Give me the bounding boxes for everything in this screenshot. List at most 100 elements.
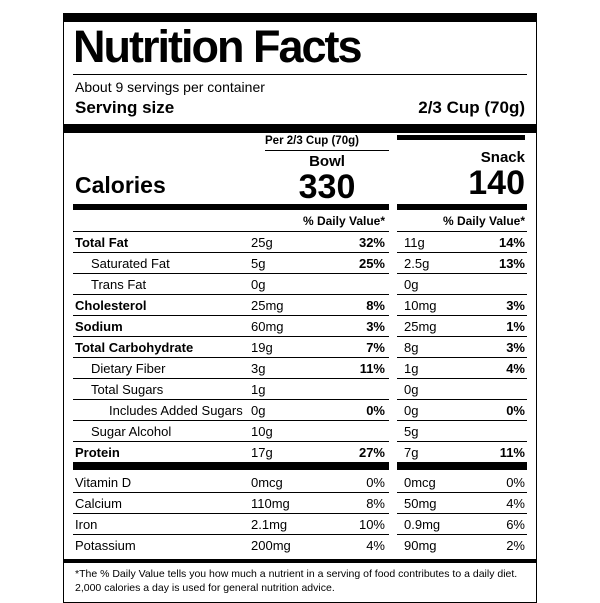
bowl-amount: 200mg (251, 538, 291, 554)
serving-size-value: 2/3 Cup (70g) (418, 97, 525, 117)
serving-size-label: Serving size (75, 97, 175, 117)
bowl-amount: 0g (251, 277, 266, 293)
bowl-daily-value: 10% (358, 517, 385, 533)
nutrient-row: Dietary Fiber 3g 11% 1g 4% (73, 358, 527, 380)
nutrient-row: Total Carbohydrate 19g 7% 8g 3% (73, 337, 527, 359)
bowl-amount: 17g (251, 445, 273, 461)
snack-daily-value: 4% (506, 496, 525, 512)
nutrient-name: Total Carbohydrate (75, 340, 194, 356)
bowl-daily-value: 0% (366, 475, 385, 491)
nutrient-name: Saturated Fat (91, 256, 170, 272)
nutrient-name: Calcium (75, 496, 122, 512)
snack-daily-value: 6% (506, 517, 525, 533)
snack-daily-value: 14% (498, 235, 525, 251)
snack-daily-value: 11% (499, 445, 525, 461)
nutrient-name: Sodium (75, 319, 123, 335)
bowl-daily-value: 32% (358, 235, 385, 251)
bowl-daily-value: 0% (366, 403, 385, 419)
snack-amount: 2.5g (404, 256, 430, 272)
bowl-column-name: Bowl (309, 152, 345, 170)
bowl-daily-value: 3% (366, 319, 385, 335)
snack-daily-value: 3% (506, 340, 525, 356)
bowl-daily-value: 27% (358, 445, 385, 461)
bowl-amount: 1g (251, 382, 266, 398)
snack-amount: 90mg (404, 538, 437, 554)
nutrient-name: Dietary Fiber (91, 361, 166, 377)
nutrient-rows: Total Fat 25g 32% 11g 14% Saturated Fat 5g 25% 2… (73, 232, 527, 462)
title-divider (73, 73, 527, 75)
bowl-amount: 25mg (251, 298, 284, 314)
footnote-divider-bar (64, 559, 536, 564)
snack-amount: 8g (404, 340, 419, 356)
nutrient-row: Sugar Alcohol 10g 5g (73, 421, 527, 443)
snack-amount: 0g (404, 277, 419, 293)
bowl-column: Per 2/3 Cup (70g) Bowl 330 (265, 135, 389, 205)
calories-left-segment: Calories Per 2/3 Cup (70g) Bowl 330 (73, 135, 389, 205)
bowl-daily-value: 11% (359, 361, 385, 377)
nutrient-name: Cholesterol (75, 298, 147, 314)
top-black-bar (64, 14, 536, 22)
bowl-daily-value: 8% (366, 496, 385, 512)
snack-daily-value: 4% (506, 361, 525, 377)
nutrient-row: Total Fat 25g 32% 11g 14% (73, 232, 527, 254)
snack-amount: 10mg (404, 298, 437, 314)
bowl-daily-value: 8% (366, 298, 385, 314)
nutrient-name: Total Fat (75, 235, 129, 251)
snack-amount: 7g (404, 445, 419, 461)
column-gap (389, 135, 397, 205)
nutrient-row: Trans Fat 0g 0g (73, 274, 527, 296)
snack-column-name: Snack (480, 148, 525, 166)
nutrient-row: Protein 17g 27% 7g 11% (73, 442, 527, 462)
snack-amount: 1g (404, 361, 419, 377)
bowl-daily-value: 25% (358, 256, 385, 272)
bowl-amount: 19g (251, 340, 273, 356)
bowl-amount: 0g (251, 403, 266, 419)
snack-amount: 0g (404, 403, 419, 419)
nutrient-name: Potassium (75, 538, 136, 554)
bowl-daily-value-header: % Daily Value* (73, 210, 389, 233)
snack-amount: 0mcg (404, 475, 436, 491)
snack-amount: 0.9mg (404, 517, 441, 533)
nutrient-row: Includes Added Sugars 0g 0% 0g 0% (73, 400, 527, 422)
snack-calories-value: 140 (468, 163, 525, 202)
vitamin-row: Potassium 200mg 4% 90mg 2% (73, 535, 527, 555)
nutrient-row: Total Sugars 1g 0g (73, 379, 527, 401)
snack-daily-value: 1% (506, 319, 525, 335)
vitamin-row: Calcium 110mg 8% 50mg 4% (73, 493, 527, 515)
footnote: *The % Daily Value tells you how much a … (75, 568, 518, 594)
snack-daily-value: 0% (506, 475, 525, 491)
bowl-amount: 110mg (251, 496, 290, 512)
daily-value-header-row: % Daily Value* % Daily Value* (73, 210, 527, 233)
calories-divider-bar (73, 204, 527, 211)
snack-column: Snack 140 (397, 134, 527, 205)
snack-daily-value: 0% (506, 403, 525, 419)
calories-label: Calories (75, 172, 166, 199)
snack-daily-value: 2% (506, 538, 525, 554)
snack-amount: 5g (404, 424, 419, 440)
bowl-amount: 10g (251, 424, 273, 440)
nutrient-name: Includes Added Sugars (109, 403, 243, 419)
nutrient-row: Cholesterol 25mg 8% 10mg 3% (73, 295, 527, 317)
snack-amount: 50mg (404, 496, 437, 512)
nutrient-name: Trans Fat (91, 277, 147, 293)
nutrient-name: Iron (75, 517, 98, 533)
calories-section: Calories Per 2/3 Cup (70g) Bowl 330 Snac… (73, 134, 527, 205)
nutrition-facts-label: Nutrition Facts About 9 servings per con… (63, 13, 537, 603)
vitamin-rows: Vitamin D 0mcg 0% 0mcg 0% Calcium 110mg 8% 50mg 4… (73, 472, 527, 555)
snack-daily-value: 13% (498, 256, 525, 272)
nutrient-name: Vitamin D (75, 475, 132, 491)
nutrient-name: Sugar Alcohol (91, 424, 172, 440)
nutrient-row: Sodium 60mg 3% 25mg 1% (73, 316, 527, 338)
bowl-daily-value: 7% (366, 340, 385, 356)
bowl-amount: 25g (251, 235, 273, 251)
label-title: Nutrition Facts (73, 21, 363, 72)
snack-daily-value-header: % Daily Value* (397, 210, 527, 233)
snack-daily-value: 3% (506, 298, 525, 314)
nutrient-name: Protein (75, 445, 120, 461)
snack-amount: 0g (404, 382, 419, 398)
bowl-amount: 3g (251, 361, 266, 377)
nutrient-name: Total Sugars (91, 382, 164, 398)
bowl-calories-value: 330 (298, 167, 356, 206)
bowl-amount: 0mcg (251, 475, 283, 491)
protein-divider-bar (73, 462, 527, 471)
